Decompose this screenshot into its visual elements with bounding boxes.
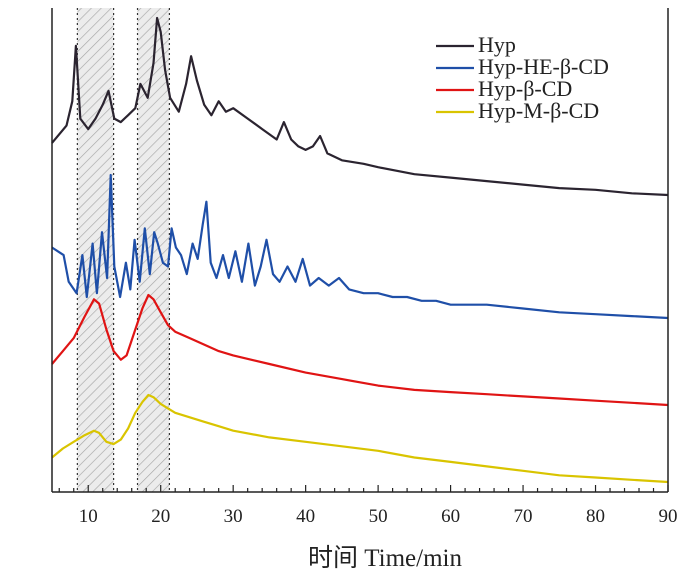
x-tick-label-30: 30	[224, 506, 243, 527]
series-line-3	[51, 293, 669, 407]
legend-label-2: Hyp-HE-β-CD	[478, 54, 609, 79]
legend-label-1: Hyp	[478, 32, 516, 57]
x-axis-label: 时间 Time/min	[308, 544, 462, 572]
x-tick-label-10: 10	[79, 506, 98, 527]
x-tick-label-40: 40	[296, 506, 315, 527]
x-tick-label-70: 70	[514, 506, 533, 527]
series-layer	[51, 16, 669, 484]
x-tick-label-20: 20	[151, 506, 170, 527]
x-tick-label-50: 50	[369, 506, 388, 527]
axes	[51, 8, 669, 493]
legend-label-3: Hyp-β-CD	[478, 76, 572, 101]
x-tick-label-80: 80	[586, 506, 605, 527]
legend-label-4: Hyp-M-β-CD	[478, 98, 599, 123]
x-tick-label-90: 90	[659, 506, 678, 527]
series-line-1	[51, 16, 669, 197]
x-tick-label-60: 60	[441, 506, 460, 527]
series-line-4	[51, 393, 669, 484]
x-ticks: 10 20 30 40 50 60 70 80 90	[58, 485, 678, 527]
series-line-2	[51, 173, 669, 320]
